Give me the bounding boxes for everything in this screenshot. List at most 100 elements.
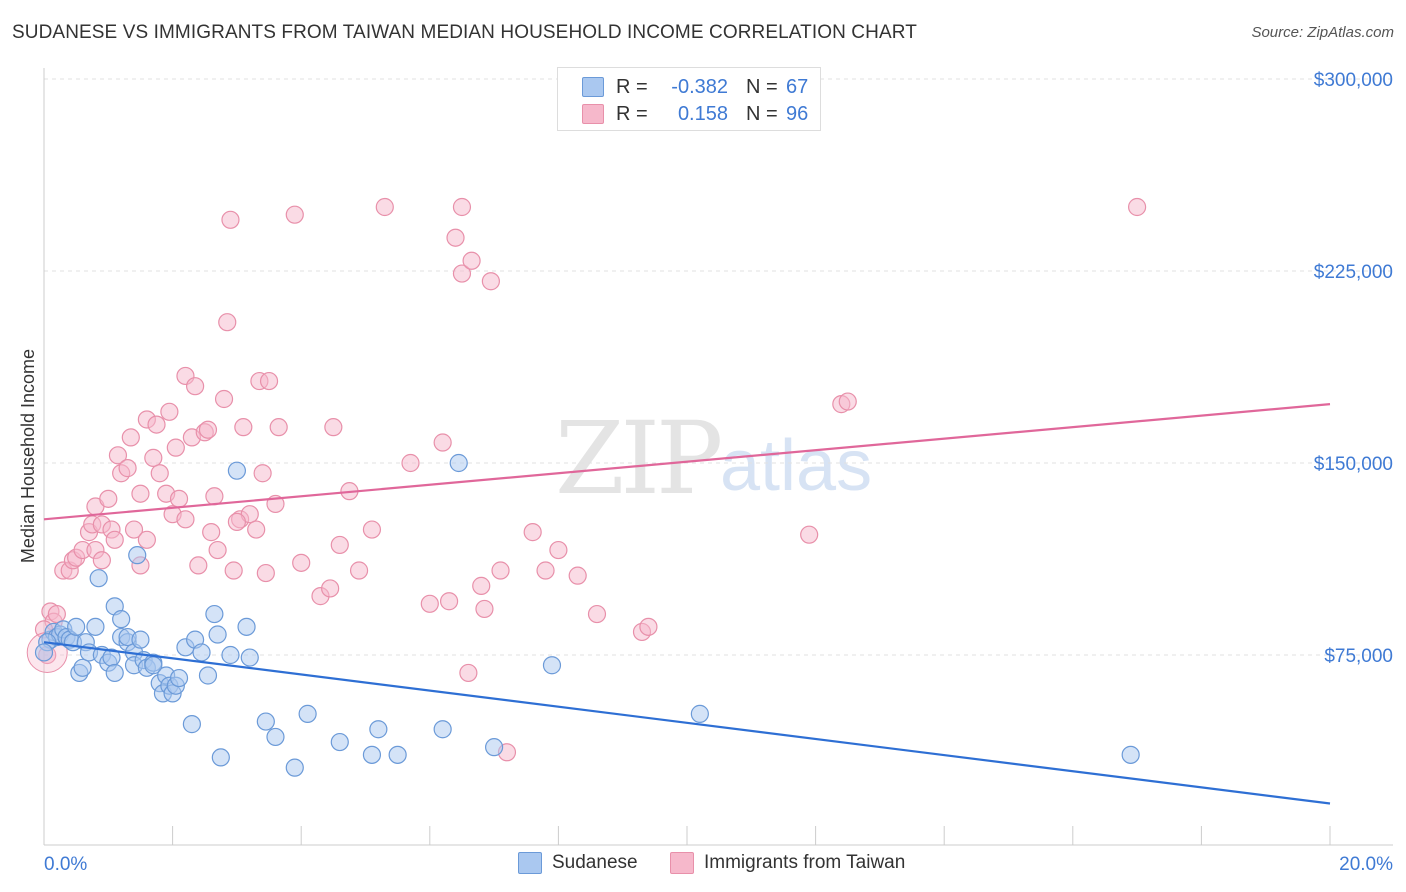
data-point bbox=[166, 438, 185, 457]
x-min-label: 0.0% bbox=[44, 854, 87, 875]
data-point bbox=[131, 484, 150, 503]
tick-labels: $75,000 $150,000 $225,000 $300,000 bbox=[1314, 70, 1393, 667]
data-point bbox=[211, 748, 230, 767]
data-point bbox=[690, 704, 709, 723]
data-point bbox=[256, 712, 275, 731]
legend-n-value: 67 bbox=[786, 75, 809, 98]
data-point bbox=[105, 663, 124, 683]
y-tick-label: $75,000 bbox=[1324, 646, 1393, 667]
data-point bbox=[1127, 197, 1147, 217]
legend-row-sudanese: R = -0.382 N = 67 bbox=[582, 75, 808, 99]
data-point bbox=[439, 592, 459, 611]
data-point bbox=[452, 264, 472, 283]
data-point bbox=[137, 530, 156, 549]
data-point bbox=[202, 523, 221, 542]
data-point bbox=[349, 561, 369, 580]
data-point bbox=[285, 205, 304, 224]
data-point bbox=[481, 272, 500, 291]
data-point bbox=[266, 727, 285, 747]
data-point bbox=[105, 530, 124, 549]
data-point bbox=[388, 745, 407, 764]
data-point bbox=[205, 604, 224, 624]
data-point bbox=[182, 715, 201, 734]
data-point bbox=[86, 617, 105, 636]
data-point bbox=[256, 563, 275, 583]
data-point bbox=[420, 594, 439, 613]
data-point bbox=[118, 459, 137, 478]
legend-r-label: R = bbox=[616, 75, 648, 98]
data-point bbox=[446, 228, 465, 247]
bottom-swatch-pink bbox=[670, 852, 694, 874]
legend-r-value: 0.158 bbox=[677, 102, 728, 125]
data-point bbox=[401, 453, 420, 473]
bottom-legend-label: Sudanese bbox=[552, 852, 638, 873]
data-point bbox=[269, 418, 288, 437]
data-point bbox=[198, 666, 218, 685]
x-max-label: 20.0% bbox=[1339, 854, 1393, 875]
data-point bbox=[330, 535, 349, 555]
data-point bbox=[227, 461, 246, 480]
data-point bbox=[462, 251, 481, 270]
data-point bbox=[472, 576, 491, 595]
y-axis-title: Median Household Income bbox=[18, 349, 38, 563]
data-point bbox=[1121, 745, 1140, 764]
data-point bbox=[108, 446, 128, 465]
data-point bbox=[523, 523, 542, 542]
data-point bbox=[89, 569, 108, 588]
data-point bbox=[298, 704, 317, 723]
sudanese-points bbox=[34, 453, 1140, 777]
data-point bbox=[147, 415, 166, 434]
data-point bbox=[150, 464, 169, 483]
data-point bbox=[321, 579, 340, 598]
data-point bbox=[449, 453, 468, 473]
data-point bbox=[218, 313, 237, 332]
data-point bbox=[362, 745, 382, 764]
data-point bbox=[459, 663, 478, 683]
correlation-legend: R = -0.382 N = 67 R = 0.158 N = 96 bbox=[557, 67, 821, 131]
data-point bbox=[99, 489, 118, 508]
data-point bbox=[536, 561, 555, 580]
data-point bbox=[234, 418, 253, 437]
legend-n-label: N = bbox=[746, 75, 778, 98]
data-point bbox=[124, 520, 144, 539]
data-point bbox=[253, 464, 272, 483]
source-label: Source: ZipAtlas.com bbox=[1251, 24, 1394, 41]
data-point bbox=[205, 487, 224, 506]
data-point bbox=[240, 648, 259, 667]
data-point bbox=[485, 738, 504, 757]
data-point bbox=[192, 643, 211, 662]
y-tick-label: $225,000 bbox=[1314, 262, 1393, 283]
data-point bbox=[362, 520, 382, 539]
legend-row-taiwan: R = 0.158 N = 96 bbox=[582, 102, 808, 126]
data-point bbox=[838, 392, 857, 411]
legend-n-label: N = bbox=[746, 102, 778, 125]
taiwan-points bbox=[26, 197, 1147, 762]
chart-title: SUDANESE VS IMMIGRANTS FROM TAIWAN MEDIA… bbox=[12, 22, 917, 43]
legend-r-label: R = bbox=[616, 102, 648, 125]
bottom-swatch-blue bbox=[518, 852, 542, 874]
data-point bbox=[369, 720, 388, 739]
data-point bbox=[568, 566, 587, 585]
data-point bbox=[189, 556, 208, 575]
data-point bbox=[208, 540, 227, 560]
data-point bbox=[491, 561, 510, 580]
legend-swatch-pink bbox=[582, 104, 604, 124]
data-point bbox=[198, 420, 218, 439]
data-point bbox=[285, 758, 304, 777]
data-point bbox=[128, 546, 147, 565]
data-point bbox=[169, 668, 189, 688]
data-point bbox=[208, 625, 227, 644]
data-point bbox=[227, 512, 246, 531]
data-point bbox=[169, 489, 189, 508]
data-point bbox=[121, 428, 140, 447]
data-point bbox=[34, 643, 54, 662]
data-point bbox=[221, 210, 240, 229]
data-point bbox=[433, 433, 452, 452]
data-point bbox=[67, 617, 86, 636]
data-point bbox=[214, 389, 234, 409]
data-point bbox=[542, 656, 562, 675]
data-point bbox=[224, 561, 243, 580]
legend-swatch-blue bbox=[582, 77, 604, 97]
data-point bbox=[259, 371, 279, 391]
